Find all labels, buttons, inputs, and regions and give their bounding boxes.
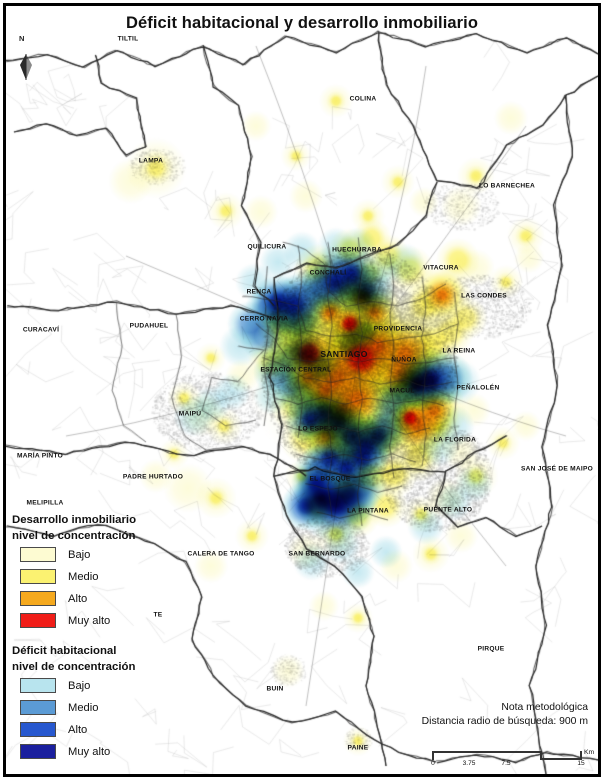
note-line-2: Distancia radio de búsqueda: 900 m [421,716,588,728]
place-label: CALERA DE TANGO [187,550,255,558]
place-label: ÑUÑOA [391,356,417,364]
legend-swatch-medio [20,569,56,585]
legend2-swatch-muy-alto [20,744,56,760]
place-label: VITACURA [423,264,459,272]
methodological-note: Nota metodológica Distancia radio de bús… [422,701,588,729]
note-line-1: Nota metodológica [501,702,588,713]
legend-deficit-habitacional: Déficit habitacional nivel de concentrac… [12,645,136,762]
place-label: PEÑALOLÉN [456,384,500,392]
legend-item-medio[interactable]: Medio [12,567,136,587]
legend-subtitle: nivel de concentración [12,529,136,542]
legend-item-alto[interactable]: Alto [12,589,136,609]
place-label: PADRE HURTADO [122,473,184,481]
place-label: LO ESPEJO [298,425,338,433]
place-label: SAN BERNARDO [288,550,346,558]
legend2-swatch-alto [20,722,56,738]
legend-desarrollo-inmobiliario: Desarrollo inmobiliario nivel de concent… [12,514,137,631]
place-label: CERRO NAVIA [239,315,289,323]
legend2-label-medio: Medio [68,701,99,714]
scale-tick-1: 3.75 [462,760,476,767]
scale-ticks: 0 3.75 7.5 15 [431,760,592,771]
place-label: LO BARNECHEA [478,182,536,190]
place-label: QUILICURA [247,243,287,251]
map-canvas[interactable] [6,6,598,774]
scale-tick-2: 7.5 [501,760,511,767]
place-label: HUECHURABA [332,246,382,254]
legend2-swatch-medio [20,700,56,716]
place-label: PUENTE ALTO [423,506,473,514]
place-label: CONCHALÍ [309,269,347,277]
legend2-item-bajo[interactable]: Bajo [12,676,135,696]
legend-item-muy-alto[interactable]: Muy alto [12,611,136,631]
page-title: Déficit habitacional y desarrollo inmobi… [125,14,479,32]
place-label: LAS CONDES [461,292,507,300]
place-label: COLINA [349,95,377,103]
scale-unit-label: Km [584,749,595,756]
scale-bar: 0 3.75 7.5 15 Km [431,749,595,771]
place-label: EL BOSQUE [309,475,351,483]
legend-label-medio: Medio [68,570,99,583]
legend2-subtitle: nivel de concentración [12,660,136,673]
place-label: MAIPÚ [178,410,202,418]
place-label: PROVIDENCIA [373,325,423,333]
place-label: BUIN [266,685,284,693]
legend2-item-muy-alto[interactable]: Muy alto [12,742,135,762]
legend2-title: Déficit habitacional [12,645,117,657]
place-label: PUDAHUEL [129,322,169,330]
map-frame: Déficit habitacional y desarrollo inmobi… [3,3,601,777]
legend2-swatch-bajo [20,678,56,694]
place-label: SAN JOSÉ DE MAIPO [520,465,594,473]
place-label: LAMPA [138,157,164,165]
place-label: CURACAVÍ [22,326,60,334]
legend-label-bajo: Bajo [68,548,91,561]
place-label: PIRQUE [477,645,505,653]
place-label: TILTIL [117,35,139,43]
legend-swatch-muy-alto [20,613,56,629]
legend-swatch-bajo [20,547,56,563]
place-label: ESTACIÓN CENTRAL [260,366,332,374]
place-label: LA PINTANA [347,507,389,515]
legend-item-bajo[interactable]: Bajo [12,545,136,565]
place-label: SANTIAGO [320,349,368,359]
place-label: PAINE [347,744,369,752]
scale-bar-graphic [432,751,582,760]
place-label: RENCA [246,288,272,296]
place-label: MARÍA PINTO [17,452,63,460]
north-arrow-label: N [19,34,25,43]
place-label: MACUL [389,387,415,395]
legend2-label-muy-alto: Muy alto [68,745,111,758]
scale-tick-0: 0 [431,760,435,767]
legend2-item-alto[interactable]: Alto [12,720,135,740]
place-label: LA FLORIDA [433,436,477,444]
legend2-label-bajo: Bajo [68,679,91,692]
place-label: TE [153,611,163,619]
place-label: MELIPILLA [26,499,64,507]
legend2-label-alto: Alto [68,723,88,736]
legend-title: Desarrollo inmobiliario [12,514,137,526]
legend-swatch-alto [20,591,56,607]
scale-tick-3: 15 [577,760,585,767]
legend-label-alto: Alto [68,592,88,605]
legend-label-muy-alto: Muy alto [68,614,111,627]
place-label: LA REINA [442,347,476,355]
legend2-item-medio[interactable]: Medio [12,698,135,718]
north-arrow-icon: N [16,34,42,84]
